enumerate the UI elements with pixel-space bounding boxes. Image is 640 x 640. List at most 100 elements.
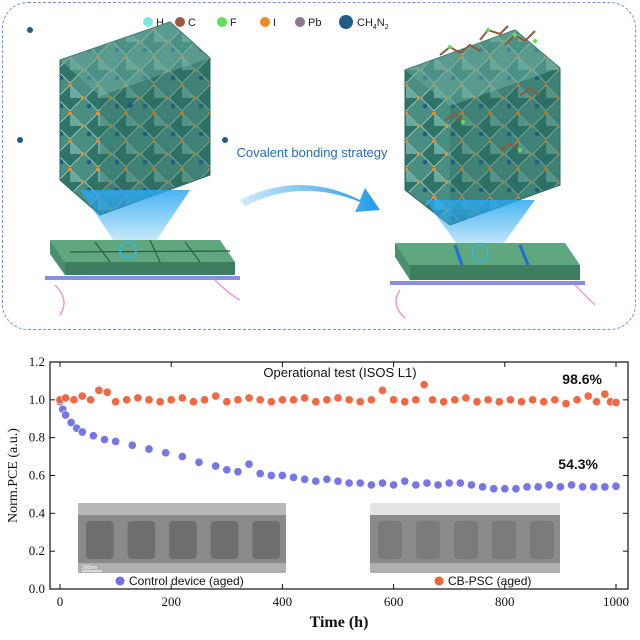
data-point xyxy=(528,395,538,405)
data-point xyxy=(266,470,276,481)
scale-bar-label: 200nm xyxy=(82,565,97,571)
data-point xyxy=(466,480,476,490)
legend-swatch xyxy=(175,17,185,27)
molecule-ball xyxy=(17,137,23,143)
data-point xyxy=(255,395,265,405)
data-point xyxy=(566,480,577,490)
data-point xyxy=(211,391,221,401)
data-point xyxy=(400,476,410,486)
sem-grain xyxy=(169,521,197,559)
data-point xyxy=(177,393,187,403)
data-point xyxy=(111,436,121,446)
data-point xyxy=(472,397,482,407)
data-point xyxy=(455,478,465,488)
data-point xyxy=(494,397,504,407)
data-point xyxy=(533,482,543,492)
legend-cbpsc: CB-PSC (aged) xyxy=(434,574,531,588)
data-point xyxy=(288,395,299,405)
sem-grain xyxy=(378,521,402,559)
data-point xyxy=(111,397,121,407)
y-tick-label: 1.0 xyxy=(29,392,45,407)
data-point xyxy=(389,395,399,405)
data-point xyxy=(244,459,254,469)
sem-inset-image: 200nm xyxy=(78,503,286,573)
data-point xyxy=(539,397,549,407)
data-point xyxy=(600,389,610,399)
data-point xyxy=(583,391,593,401)
data-point xyxy=(544,480,554,490)
data-point xyxy=(99,435,110,445)
molecule-ball xyxy=(222,137,228,143)
data-point xyxy=(333,393,343,403)
sem-inset-substrate xyxy=(78,563,286,573)
data-point xyxy=(222,397,232,407)
sem-grain xyxy=(127,521,156,559)
data-point xyxy=(505,395,515,405)
data-point xyxy=(266,397,276,407)
cbpsc-end-label: 98.6% xyxy=(562,371,602,387)
data-point xyxy=(277,470,287,481)
schematic-illustration: H C F I Pb CH4N2 Covalent bonding strategy xyxy=(17,15,596,319)
data-point xyxy=(400,397,410,407)
data-point xyxy=(478,482,488,492)
legend-label-part: 4 xyxy=(373,24,377,31)
data-point xyxy=(366,395,376,405)
data-point xyxy=(444,478,454,488)
series-points xyxy=(55,397,621,494)
legend-label-part: N xyxy=(377,17,385,29)
legend-label-part: CH xyxy=(357,17,373,29)
data-point xyxy=(194,457,204,467)
x-tick-label: 600 xyxy=(384,594,404,609)
y-axis-label: Norm.PCE (a.u.) xyxy=(6,428,21,523)
data-point xyxy=(572,395,582,405)
data-point xyxy=(122,395,132,405)
data-point xyxy=(344,395,354,405)
sem-grain xyxy=(454,521,478,559)
data-point xyxy=(86,395,96,405)
chart-labels: Operational test (ISOS L1) 54.3% 98.6% Cont… xyxy=(115,365,603,588)
data-point xyxy=(489,484,499,494)
data-point xyxy=(611,397,621,408)
x-tick-label: 0 xyxy=(57,594,64,609)
data-point xyxy=(255,469,265,479)
data-point xyxy=(427,395,438,405)
data-point xyxy=(550,395,560,405)
x-tick-label: 200 xyxy=(161,594,181,609)
legend-marker-cbpsc xyxy=(434,576,444,586)
legend-label-cbpsc: CB-PSC (aged) xyxy=(448,574,531,588)
strategy-label: Covalent bonding strategy xyxy=(236,145,388,160)
data-point xyxy=(591,397,602,407)
legend-label-control: Control device (aged) xyxy=(129,574,244,588)
strategy-arrow xyxy=(240,185,380,212)
legend-label: C xyxy=(188,17,196,29)
legend-label: CH4N2 xyxy=(357,17,389,31)
control-end-label: 54.3% xyxy=(558,456,598,472)
data-point xyxy=(461,393,471,403)
data-point xyxy=(333,476,343,486)
data-point xyxy=(222,465,232,475)
data-point xyxy=(155,397,165,407)
legend-swatch xyxy=(339,15,353,29)
pce-chart: 0 200 400 600 800 1000 0.0 0.2 0.4 0.6 0.8 1.0 1.2 Ti… xyxy=(6,354,629,631)
data-point xyxy=(516,397,527,407)
legend-label: F xyxy=(230,17,237,29)
data-point xyxy=(244,393,254,403)
data-point xyxy=(500,484,510,494)
sem-grain xyxy=(86,521,114,559)
data-point xyxy=(555,482,565,492)
perovskite-crystal-right xyxy=(404,25,561,226)
series-points xyxy=(55,380,621,409)
healed-film-right xyxy=(390,243,596,319)
data-point xyxy=(483,395,493,405)
sem-inset-image xyxy=(370,503,560,573)
data-point xyxy=(411,480,421,490)
data-point xyxy=(88,431,98,441)
data-point xyxy=(600,482,610,492)
data-point xyxy=(419,380,429,390)
data-point xyxy=(61,410,71,420)
sem-grain xyxy=(416,521,440,559)
legend-swatch xyxy=(143,17,153,27)
sem-insets: 200nm xyxy=(78,503,560,573)
data-point xyxy=(439,397,449,407)
